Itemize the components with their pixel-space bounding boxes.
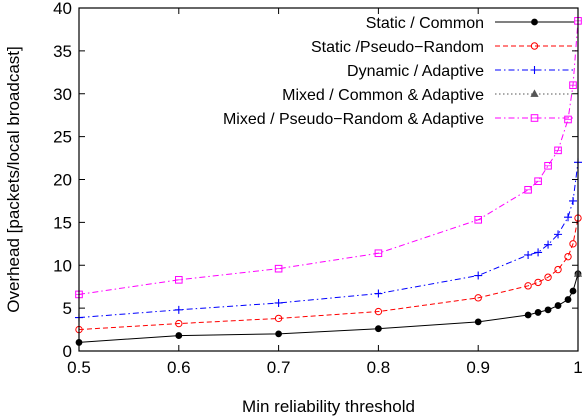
data-point: [374, 289, 383, 298]
data-point: [554, 302, 562, 309]
data-point: [175, 319, 183, 328]
data-point: [534, 248, 543, 257]
data-point: [374, 307, 383, 316]
data-point: [474, 294, 482, 302]
series-layer: [75, 17, 582, 346]
y-tick-label: 35: [53, 42, 72, 61]
x-axis-label: Min reliability threshold: [242, 397, 415, 416]
series-line: [78, 273, 579, 343]
legend-label: Mixed / Common & Adaptive: [282, 87, 484, 104]
data-point: [564, 252, 572, 261]
legend: Static / Common Static /Pseudo−Random Dyna…: [223, 15, 574, 128]
data-point: [174, 305, 183, 314]
series-2: [75, 158, 582, 322]
data-point: [524, 311, 532, 319]
x-tick-label: 1: [573, 358, 582, 377]
data-point: [474, 318, 482, 326]
legend-label: Static / Common: [366, 15, 484, 32]
data-point: [175, 332, 183, 339]
y-tick-label: 5: [63, 299, 72, 318]
x-tick-label: 0.5: [67, 358, 91, 377]
data-point: [275, 330, 283, 338]
legend-label: Mixed / Pseudo−Random & Adaptive: [223, 111, 484, 128]
data-point: [524, 250, 533, 259]
y-tick-label: 40: [53, 0, 72, 18]
y-axis-label: Overhead [packets/local broadcast]: [4, 46, 23, 312]
data-point: [569, 287, 577, 295]
series-line: [78, 162, 579, 319]
legend-marker: [531, 18, 538, 26]
data-point: [524, 282, 532, 290]
legend-marker: [530, 66, 539, 74]
data-point: [564, 213, 573, 222]
data-point: [374, 325, 382, 333]
series-0: [75, 270, 582, 346]
data-point: [554, 265, 562, 274]
x-tick-label: 0.7: [267, 358, 291, 377]
data-point: [534, 309, 542, 316]
series-line: [78, 20, 579, 295]
data-point: [274, 314, 283, 323]
data-point: [544, 273, 552, 281]
legend-label: Static /Pseudo−Random: [311, 39, 484, 56]
series-4: [75, 17, 582, 299]
x-tick-label: 0.8: [367, 358, 391, 377]
data-point: [569, 196, 578, 205]
plot-frame: [78, 7, 579, 352]
data-point: [274, 298, 283, 307]
series-1: [75, 214, 582, 334]
data-point: [534, 278, 542, 287]
y-tick-label: 0: [63, 342, 72, 361]
y-tick-label: 30: [53, 85, 72, 104]
legend-label: Dynamic / Adaptive: [347, 63, 484, 80]
y-tick-label: 25: [53, 128, 72, 147]
data-point: [569, 240, 577, 248]
data-point: [544, 240, 553, 249]
x-tick-label: 0.9: [466, 358, 490, 377]
legend-marker: [530, 42, 539, 50]
data-point: [554, 230, 563, 239]
data-point: [474, 271, 483, 280]
series-line: [78, 217, 579, 331]
data-point: [544, 306, 552, 314]
y-tick-label: 10: [53, 256, 72, 275]
x-tick-label: 0.6: [167, 358, 191, 377]
legend-marker: [530, 89, 539, 97]
y-tick-label: 20: [53, 171, 72, 190]
data-point: [564, 296, 572, 303]
y-tick-label: 15: [53, 213, 72, 232]
